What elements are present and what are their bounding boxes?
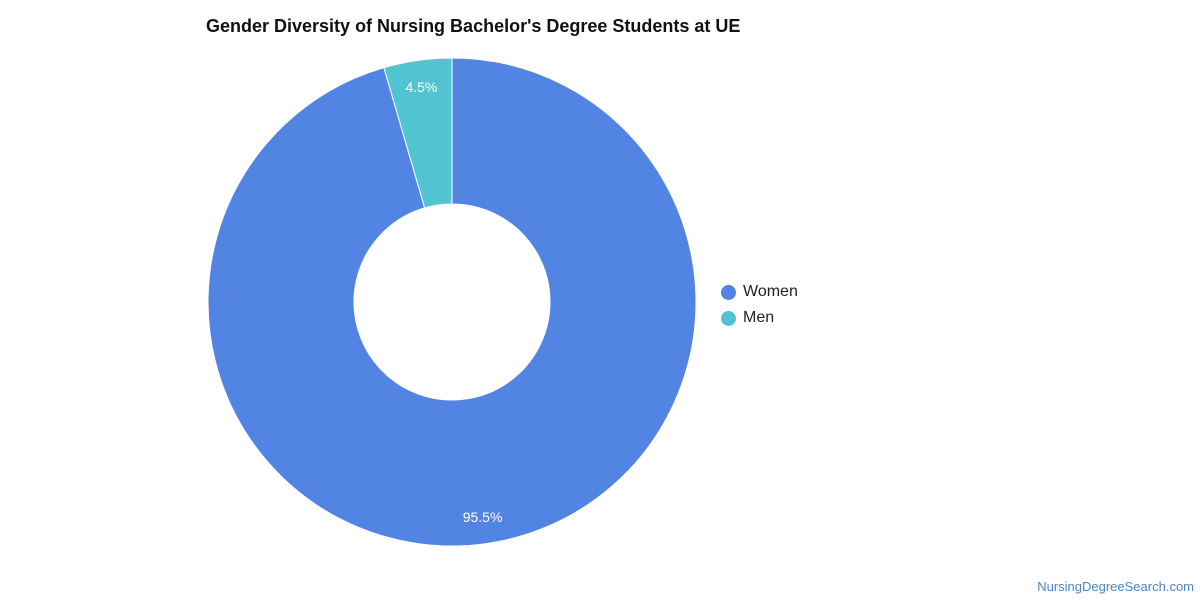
slice-label-men: 4.5% <box>405 79 437 95</box>
slice-label-women: 95.5% <box>463 509 503 525</box>
legend-swatch-women <box>721 284 736 300</box>
chart-title: Gender Diversity of Nursing Bachelor's D… <box>206 16 741 36</box>
legend-item-men[interactable]: Men <box>721 305 798 331</box>
legend-swatch-men <box>721 310 736 326</box>
slice-women[interactable] <box>207 57 697 547</box>
legend-label-women: Women <box>743 283 798 300</box>
slice-men[interactable] <box>383 57 453 209</box>
legend-label-men: Men <box>743 309 775 326</box>
source-credit[interactable]: NursingDegreeSearch.com <box>1037 579 1194 594</box>
legend-item-women[interactable]: Women <box>721 279 798 305</box>
legend: Women Men <box>721 279 798 331</box>
